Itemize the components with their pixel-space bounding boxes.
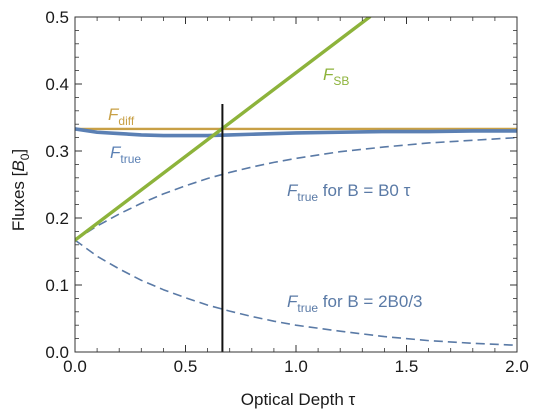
- series-line-f-true: [75, 127, 517, 138]
- axis-ticks: [74, 16, 518, 353]
- x-axis-title: Optical Depth τ: [241, 390, 356, 409]
- x-tick-label: 0.0: [63, 357, 87, 376]
- series-line-f-true-for-b-2b0-3: [75, 239, 517, 347]
- y-tick-label: 0.1: [45, 276, 69, 295]
- label-f-true-2b0-3: Ftrue for B = 2B0/3: [287, 292, 423, 315]
- y-axis-title: Fluxes [B0]: [9, 149, 32, 231]
- series-annotations: Fdiff Ftrue FSB Ftrue for B = B0 τ Ftrue for…: [108, 65, 423, 315]
- y-tick-label: 0.0: [45, 343, 69, 362]
- label-f-sb: FSB: [323, 65, 349, 88]
- x-tick-label: 0.5: [174, 357, 198, 376]
- y-tick-label: 0.5: [45, 8, 69, 27]
- tick-labels: 0.0 0.5 1.0 1.5 2.0 0.0 0.1 0.2 0.3 0.4 0.5: [45, 8, 528, 376]
- y-tick-label: 0.4: [45, 75, 69, 94]
- x-tick-label: 1.5: [395, 357, 419, 376]
- y-tick-label: 0.2: [45, 209, 69, 228]
- label-f-diff: Fdiff: [108, 105, 135, 128]
- label-f-true-b0-tau: Ftrue for B = B0 τ: [287, 181, 411, 204]
- y-tick-label: 0.3: [45, 142, 69, 161]
- plot-series: [75, 17, 517, 352]
- label-f-true: Ftrue: [110, 143, 141, 166]
- x-tick-label: 2.0: [505, 357, 529, 376]
- series-line-f-true-for-b-b0: [75, 136, 517, 241]
- x-tick-label: 1.0: [284, 357, 308, 376]
